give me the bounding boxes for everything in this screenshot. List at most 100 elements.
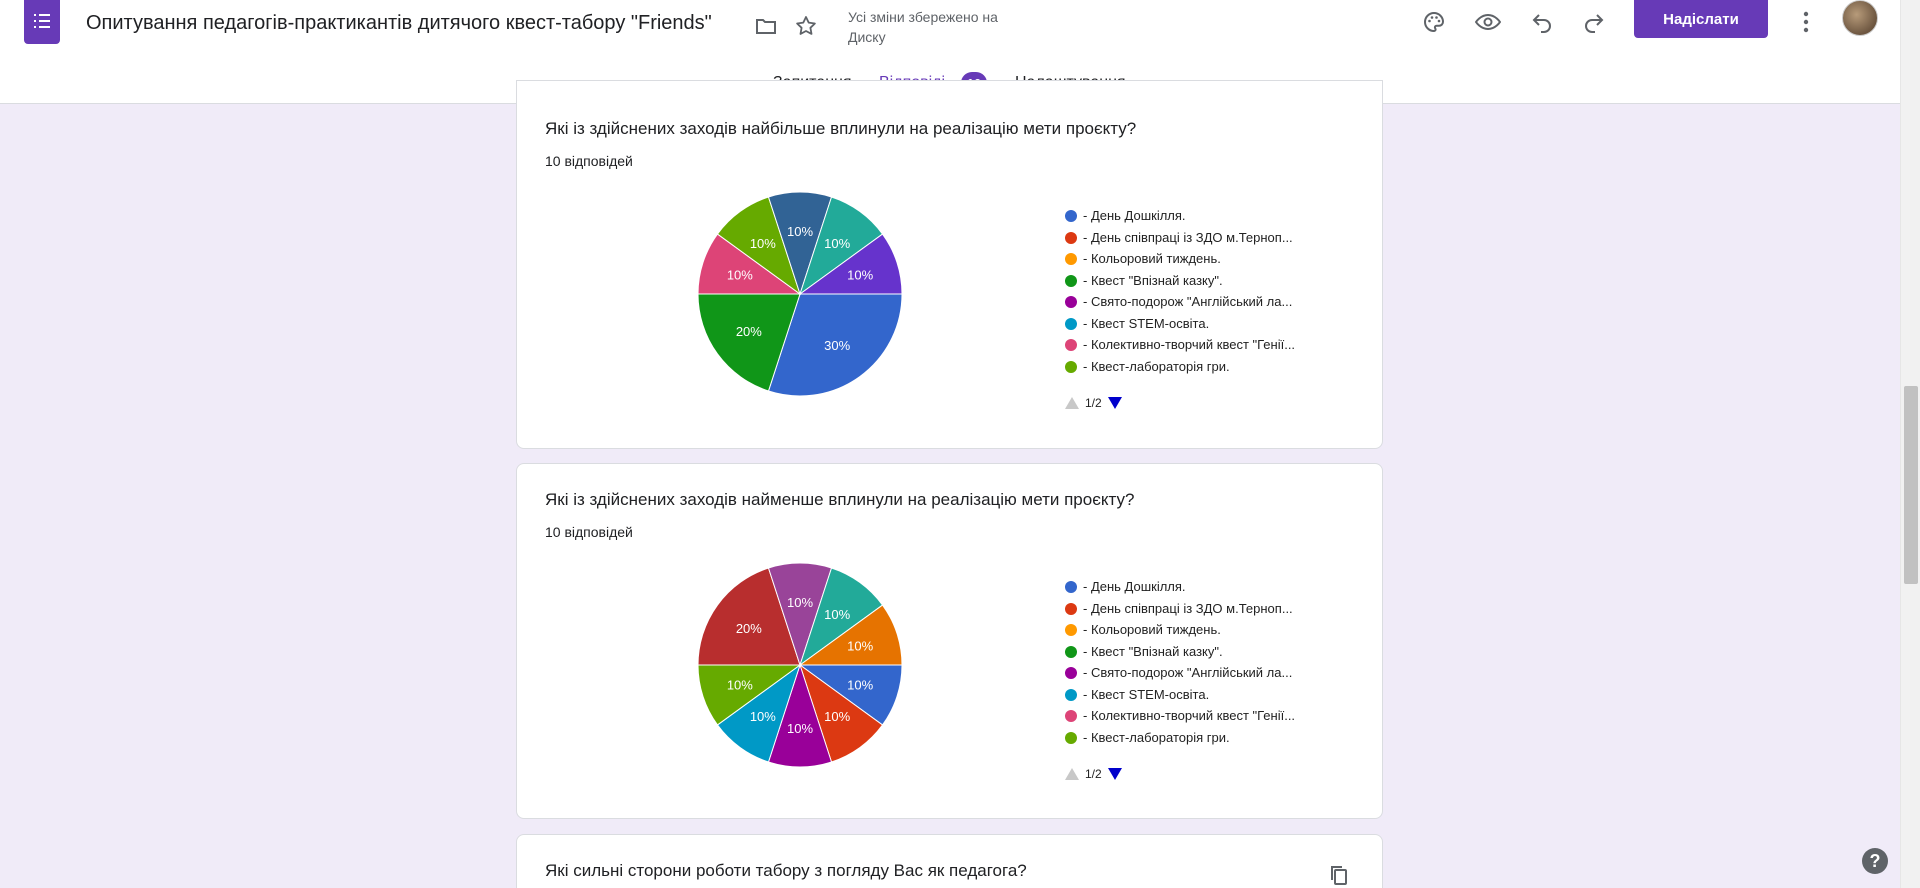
legend-label: - Квест-лабораторія гри.	[1083, 729, 1230, 745]
legend-swatch	[1065, 339, 1077, 351]
legend-swatch	[1065, 645, 1077, 658]
pie-slice-label: 10%	[727, 678, 753, 693]
question-title: Які сильні сторони роботи табору з погля…	[545, 861, 1027, 880]
pie-slice-label: 10%	[727, 267, 753, 282]
legend-swatch	[1065, 317, 1077, 330]
pie-slice[interactable]	[697, 293, 801, 392]
pie-slice-label: 30%	[824, 338, 850, 353]
pie-slice-label: 20%	[736, 324, 762, 339]
chart-legend: - День Дошкілля. - День співпраці із ЗДО …	[1065, 578, 1325, 750]
more-options-icon[interactable]	[1792, 6, 1820, 38]
legend-label: - День співпраці із ЗДО м.Терноп...	[1083, 229, 1293, 245]
question-title: Які із здійснених заходів найбільше впли…	[545, 119, 1137, 138]
legend-item: - Квест "Впізнай казку".	[1065, 643, 1325, 665]
preview-eye-icon[interactable]	[1472, 6, 1504, 38]
copy-icon[interactable]	[1327, 863, 1351, 887]
legend-item: - День Дошкілля.	[1065, 207, 1325, 229]
pie-slice-label: 10%	[847, 678, 873, 693]
pie-slice-label: 10%	[824, 607, 850, 622]
pie-slice[interactable]	[798, 604, 903, 666]
legend-item: - Квест STEM-освіта.	[1065, 315, 1325, 337]
legend-item: - Колективно-творчий квест "Генії...	[1065, 707, 1325, 729]
legend-label: - Свято-подорож "Англійський ла...	[1083, 665, 1293, 680]
legend-swatch	[1065, 296, 1077, 308]
legend-item: - Квест "Впізнай казку".	[1065, 272, 1325, 294]
pie-slice-label: 10%	[824, 709, 850, 724]
legend-item: - Кольоровий тиждень.	[1065, 250, 1325, 272]
legend-swatch	[1065, 231, 1077, 244]
legend-swatch	[1065, 667, 1077, 679]
legend-swatch	[1065, 602, 1077, 615]
legend-label: - Кольоровий тиждень.	[1083, 251, 1221, 266]
palette-icon[interactable]	[1418, 6, 1450, 38]
legend-label: - Квест-лабораторія гри.	[1083, 358, 1230, 374]
forms-logo-icon[interactable]	[24, 0, 60, 44]
pie-chart: 30% 20% 10% 10% 10% 10% 10%	[697, 191, 903, 397]
pie-slice-label: 10%	[787, 224, 813, 239]
legend-swatch	[1065, 710, 1077, 722]
pie-slice-label: 10%	[847, 638, 873, 653]
send-button[interactable]: Надіслати	[1634, 0, 1768, 38]
pie-chart: 10% 10% 10% 10% 10% 20% 10% 10% 10%	[697, 562, 903, 768]
legend-item: - Колективно-творчий квест "Генії...	[1065, 336, 1325, 358]
avatar[interactable]	[1842, 0, 1878, 36]
legend-label: - День Дошкілля.	[1083, 579, 1186, 594]
legend-swatch	[1065, 210, 1077, 222]
legend-item: - Кольоровий тиждень.	[1065, 621, 1325, 643]
legend-swatch	[1065, 360, 1077, 373]
legend-label: - День співпраці із ЗДО м.Терноп...	[1083, 600, 1293, 616]
undo-icon[interactable]	[1526, 6, 1558, 38]
pie-slice[interactable]	[767, 293, 903, 397]
legend-item: - Свято-подорож "Англійський ла...	[1065, 664, 1325, 686]
pager-down-icon[interactable]	[1107, 397, 1122, 409]
pie-slice-label: 10%	[824, 236, 850, 251]
pager-label: 1/2	[1085, 396, 1102, 410]
pager-up-icon[interactable]	[1065, 768, 1079, 780]
scroll-thumb[interactable]	[1904, 386, 1918, 584]
legend-label: - Квест STEM-освіта.	[1083, 686, 1210, 702]
legend-item: - Квест-лабораторія гри.	[1065, 358, 1325, 380]
save-status-text: Усі зміни збережено на Диску	[848, 9, 998, 45]
question-card-most-impact: Які із здійснених заходів найбільше впли…	[516, 80, 1383, 449]
question-title: Які із здійснених заходів найменше вплин…	[545, 490, 1135, 509]
legend-label: - Квест STEM-освіта.	[1083, 315, 1210, 331]
legend-item: - Квест-лабораторія гри.	[1065, 729, 1325, 751]
legend-label: - Кольоровий тиждень.	[1083, 622, 1221, 637]
legend-swatch	[1065, 624, 1077, 636]
legend-item: - День співпраці із ЗДО м.Терноп...	[1065, 600, 1325, 622]
legend-item: - Свято-подорож "Англійський ла...	[1065, 293, 1325, 315]
pie-slice-label: 20%	[736, 621, 762, 636]
question-card-least-impact: Які із здійснених заходів найменше вплин…	[516, 463, 1383, 819]
legend-label: - Квест "Впізнай казку".	[1083, 643, 1223, 659]
legend-label: - Свято-подорож "Англійський ла...	[1083, 294, 1293, 309]
legend-pager: 1/2	[1065, 767, 1122, 781]
legend-swatch	[1065, 253, 1077, 265]
legend-swatch	[1065, 688, 1077, 701]
star-icon[interactable]	[790, 10, 822, 42]
redo-icon[interactable]	[1578, 6, 1610, 38]
pie-slice[interactable]	[798, 233, 903, 295]
pie-slice-label: 10%	[787, 721, 813, 736]
help-icon[interactable]: ?	[1862, 848, 1888, 874]
pie-slice-label: 10%	[847, 267, 873, 282]
legend-swatch	[1065, 731, 1077, 744]
legend-label: - Квест "Впізнай казку".	[1083, 272, 1223, 288]
pager-up-icon[interactable]	[1065, 397, 1079, 409]
legend-item: - Квест STEM-освіта.	[1065, 686, 1325, 708]
legend-item: - День співпраці із ЗДО м.Терноп...	[1065, 229, 1325, 251]
pager-down-icon[interactable]	[1107, 768, 1122, 780]
legend-label: - Колективно-творчий квест "Генії...	[1083, 708, 1296, 723]
pie-slice-label: 10%	[787, 595, 813, 610]
question-card-strengths: Які сильні сторони роботи табору з погля…	[516, 834, 1383, 888]
pie-slice-label: 10%	[750, 709, 776, 724]
pie-slice-label: 10%	[750, 236, 776, 251]
folder-icon[interactable]	[750, 10, 782, 42]
form-title[interactable]: Опитування педагогів-практикантів дитячо…	[86, 12, 712, 34]
legend-item: - День Дошкілля.	[1065, 578, 1325, 600]
page-scrollbar[interactable]	[1900, 0, 1920, 888]
pie-slice[interactable]	[697, 567, 801, 666]
legend-pager: 1/2	[1065, 396, 1122, 410]
legend-swatch	[1065, 274, 1077, 287]
response-count: 10 відповідей	[545, 524, 633, 540]
pager-label: 1/2	[1085, 767, 1102, 781]
